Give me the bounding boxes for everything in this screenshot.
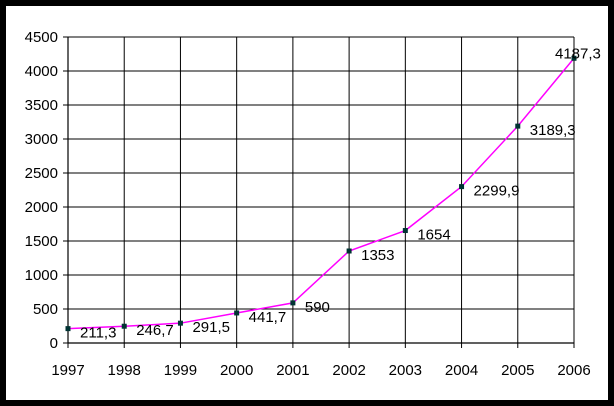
data-label: 441,7: [249, 309, 287, 326]
x-tick-label: 1999: [164, 362, 197, 379]
x-tick-label: 1997: [51, 362, 84, 379]
data-point: [346, 248, 352, 254]
data-label: 3189,3: [530, 122, 576, 139]
x-tick-label: 2003: [389, 362, 422, 379]
data-label: 2299,9: [474, 183, 520, 200]
series-line: [67, 57, 575, 330]
data-label: 1654: [417, 227, 450, 244]
data-label: 246,7: [136, 322, 174, 339]
y-tick-label: 1000: [25, 267, 58, 284]
x-tick-label: 2002: [332, 362, 365, 379]
data-label: 211,3: [80, 325, 116, 342]
x-tick-label: 1998: [108, 362, 141, 379]
y-tick-label: 3000: [25, 131, 58, 148]
x-tick-label: 2004: [445, 362, 478, 379]
y-tick-label: 2000: [25, 199, 58, 216]
y-tick-label: 4000: [25, 63, 58, 80]
data-label: 1353: [361, 247, 394, 264]
x-tick-label: 2000: [220, 362, 253, 379]
data-point: [290, 300, 296, 306]
data-labels: 211,3 246,7 291,5 441,7 590 1353 1654 2299,9 318…: [80, 45, 601, 341]
data-label: 590: [305, 299, 330, 316]
data-point: [65, 326, 71, 332]
data-point: [234, 310, 240, 316]
axes: [63, 36, 575, 348]
data-point: [177, 320, 183, 326]
y-tick-label: 4500: [25, 29, 58, 46]
series-group: [65, 55, 577, 332]
x-tick-labels: 1997 1998 1999 2000 2001 2002 2003 2004 2005 2006: [51, 362, 590, 379]
chart-panel: [6, 6, 608, 400]
data-point: [515, 123, 521, 129]
data-point: [402, 228, 408, 234]
data-point: [571, 55, 577, 61]
x-tick-label: 2006: [557, 362, 590, 379]
y-tick-label: 1500: [25, 233, 58, 250]
x-tick-label: 2005: [501, 362, 534, 379]
data-label: 291,5: [192, 319, 230, 336]
y-tick-label: 500: [33, 301, 58, 318]
y-tick-labels: 0 500 1000 1500 2000 2500 3000 3500 4000 4500: [25, 29, 58, 352]
data-label: 4187,3: [555, 45, 601, 62]
data-point: [121, 323, 127, 329]
y-tick-label: 3500: [25, 97, 58, 114]
y-tick-label: 0: [50, 335, 58, 352]
x-tick-label: 2001: [276, 362, 309, 379]
grid-lines: [68, 36, 575, 343]
data-point: [459, 184, 465, 190]
y-tick-label: 2500: [25, 165, 58, 182]
